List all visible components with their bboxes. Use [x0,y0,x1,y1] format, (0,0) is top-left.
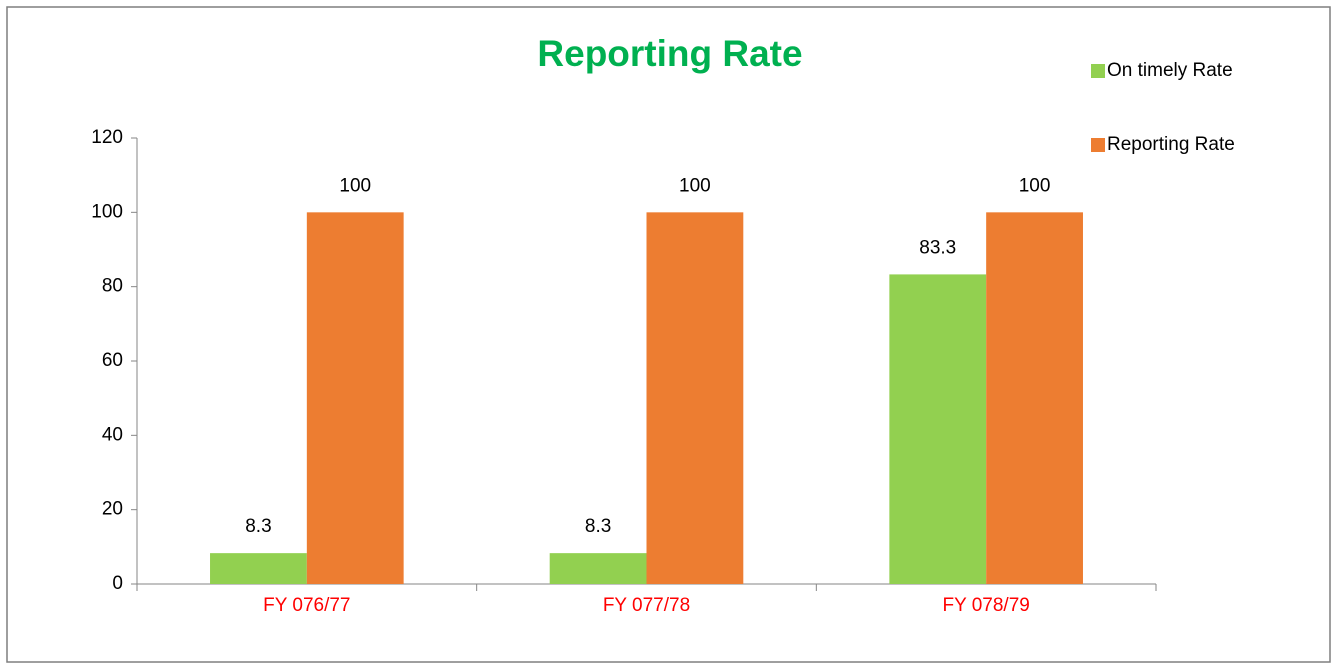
legend-swatch [1091,138,1105,152]
data-label: 100 [679,175,711,196]
x-tick-label: FY 078/79 [943,595,1030,616]
data-label: 83.3 [919,237,956,258]
bar [986,212,1083,585]
data-label: 100 [1019,175,1051,196]
y-tick-label: 60 [102,350,123,371]
legend-label: Reporting Rate [1107,134,1235,155]
bar [646,212,744,585]
legend-label: On timely Rate [1107,60,1233,81]
y-tick-label: 80 [102,276,123,297]
legend-swatch [1091,64,1105,78]
y-tick-label: 0 [112,573,123,594]
data-label: 8.3 [585,516,611,537]
bar [306,212,404,585]
y-tick-label: 20 [102,499,123,520]
bar [210,553,307,584]
bar [549,553,647,584]
bar [889,274,987,584]
y-tick-label: 40 [102,424,123,445]
chart-title: Reporting Rate [537,33,802,74]
data-label: 8.3 [245,516,271,537]
data-label: 100 [339,175,371,196]
y-tick-label: 120 [91,127,123,148]
y-tick-label: 100 [91,201,123,222]
x-tick-label: FY 076/77 [263,595,350,616]
x-tick-label: FY 077/78 [603,595,690,616]
